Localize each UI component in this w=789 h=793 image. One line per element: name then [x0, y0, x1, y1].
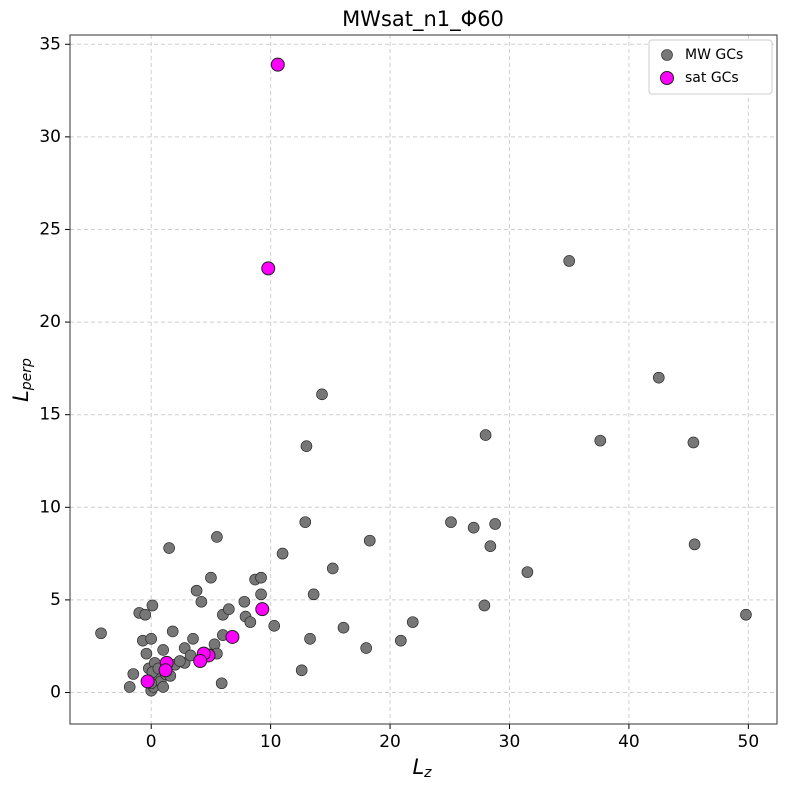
- plot-frame: [69, 34, 778, 725]
- point: [157, 644, 169, 656]
- x-axis-label: Lz: [412, 755, 432, 781]
- y-tick-label: 15: [39, 405, 61, 425]
- y-tick-label: 30: [39, 127, 61, 147]
- y-tick-label: 10: [39, 497, 61, 517]
- point: [326, 562, 339, 575]
- legend-marker: [661, 49, 673, 61]
- point: [255, 588, 267, 601]
- point: [211, 531, 223, 543]
- x-tick-label: 20: [379, 732, 401, 752]
- point: [316, 388, 328, 401]
- point: [337, 621, 350, 634]
- point: [140, 674, 155, 689]
- point: [190, 584, 203, 597]
- point: [360, 642, 372, 654]
- legend-label: sat GCs: [685, 70, 739, 86]
- point: [395, 634, 407, 647]
- point: [127, 668, 140, 680]
- point: [307, 588, 320, 601]
- point: [166, 625, 179, 638]
- point: [295, 664, 308, 677]
- point: [445, 516, 457, 528]
- point: [406, 616, 419, 628]
- point: [594, 434, 607, 447]
- point: [140, 647, 153, 660]
- y-axis-label: Lperp: [9, 358, 35, 402]
- point: [484, 540, 497, 552]
- point: [270, 57, 285, 72]
- point: [299, 516, 312, 528]
- y-tick-label: 0: [50, 683, 61, 703]
- point: [479, 429, 492, 441]
- point: [163, 542, 175, 554]
- point: [174, 655, 186, 667]
- point: [123, 681, 136, 693]
- legend-box: [648, 39, 773, 95]
- x-label-sub: z: [423, 765, 432, 781]
- x-tick-label: 50: [738, 732, 760, 752]
- point: [688, 538, 701, 551]
- point: [139, 608, 152, 621]
- point: [146, 599, 159, 612]
- point: [276, 547, 289, 560]
- point: [205, 571, 217, 584]
- point: [244, 616, 257, 628]
- x-tick-label: 0: [146, 732, 157, 752]
- legend: MW GCs sat GCs: [648, 39, 773, 95]
- point: [687, 436, 700, 449]
- point: [225, 629, 240, 644]
- point: [145, 633, 158, 645]
- legend-label: MW GCs: [685, 47, 743, 63]
- point: [300, 440, 313, 452]
- x-tick-label: 40: [618, 732, 640, 752]
- point: [95, 627, 107, 640]
- x-tick-label: 10: [260, 732, 282, 752]
- x-label-base: L: [412, 755, 424, 779]
- y-label-base: L: [9, 390, 33, 402]
- point: [363, 534, 376, 547]
- point: [467, 521, 480, 534]
- y-tick-label: 20: [39, 312, 61, 332]
- legend-marker: [660, 71, 674, 85]
- point: [521, 566, 534, 578]
- point: [193, 654, 208, 669]
- y-tick-label: 35: [39, 34, 61, 54]
- point: [215, 677, 228, 690]
- point: [268, 620, 281, 632]
- x-tick-label: 30: [499, 732, 521, 752]
- point: [563, 255, 575, 267]
- point: [261, 261, 276, 276]
- point: [478, 599, 491, 612]
- point: [223, 603, 235, 615]
- y-tick-label: 25: [39, 219, 61, 239]
- point: [187, 633, 199, 645]
- point: [255, 571, 267, 584]
- point: [195, 595, 208, 608]
- y-label-sub: perp: [19, 358, 35, 391]
- point: [255, 602, 270, 617]
- point: [158, 663, 173, 678]
- point: [304, 633, 316, 645]
- y-tick-label: 5: [50, 590, 61, 610]
- point: [238, 595, 251, 608]
- point: [652, 371, 665, 384]
- point: [489, 518, 501, 530]
- point: [157, 681, 169, 693]
- chart-title: MWsat_n1_Φ60: [342, 7, 504, 32]
- point: [740, 608, 752, 621]
